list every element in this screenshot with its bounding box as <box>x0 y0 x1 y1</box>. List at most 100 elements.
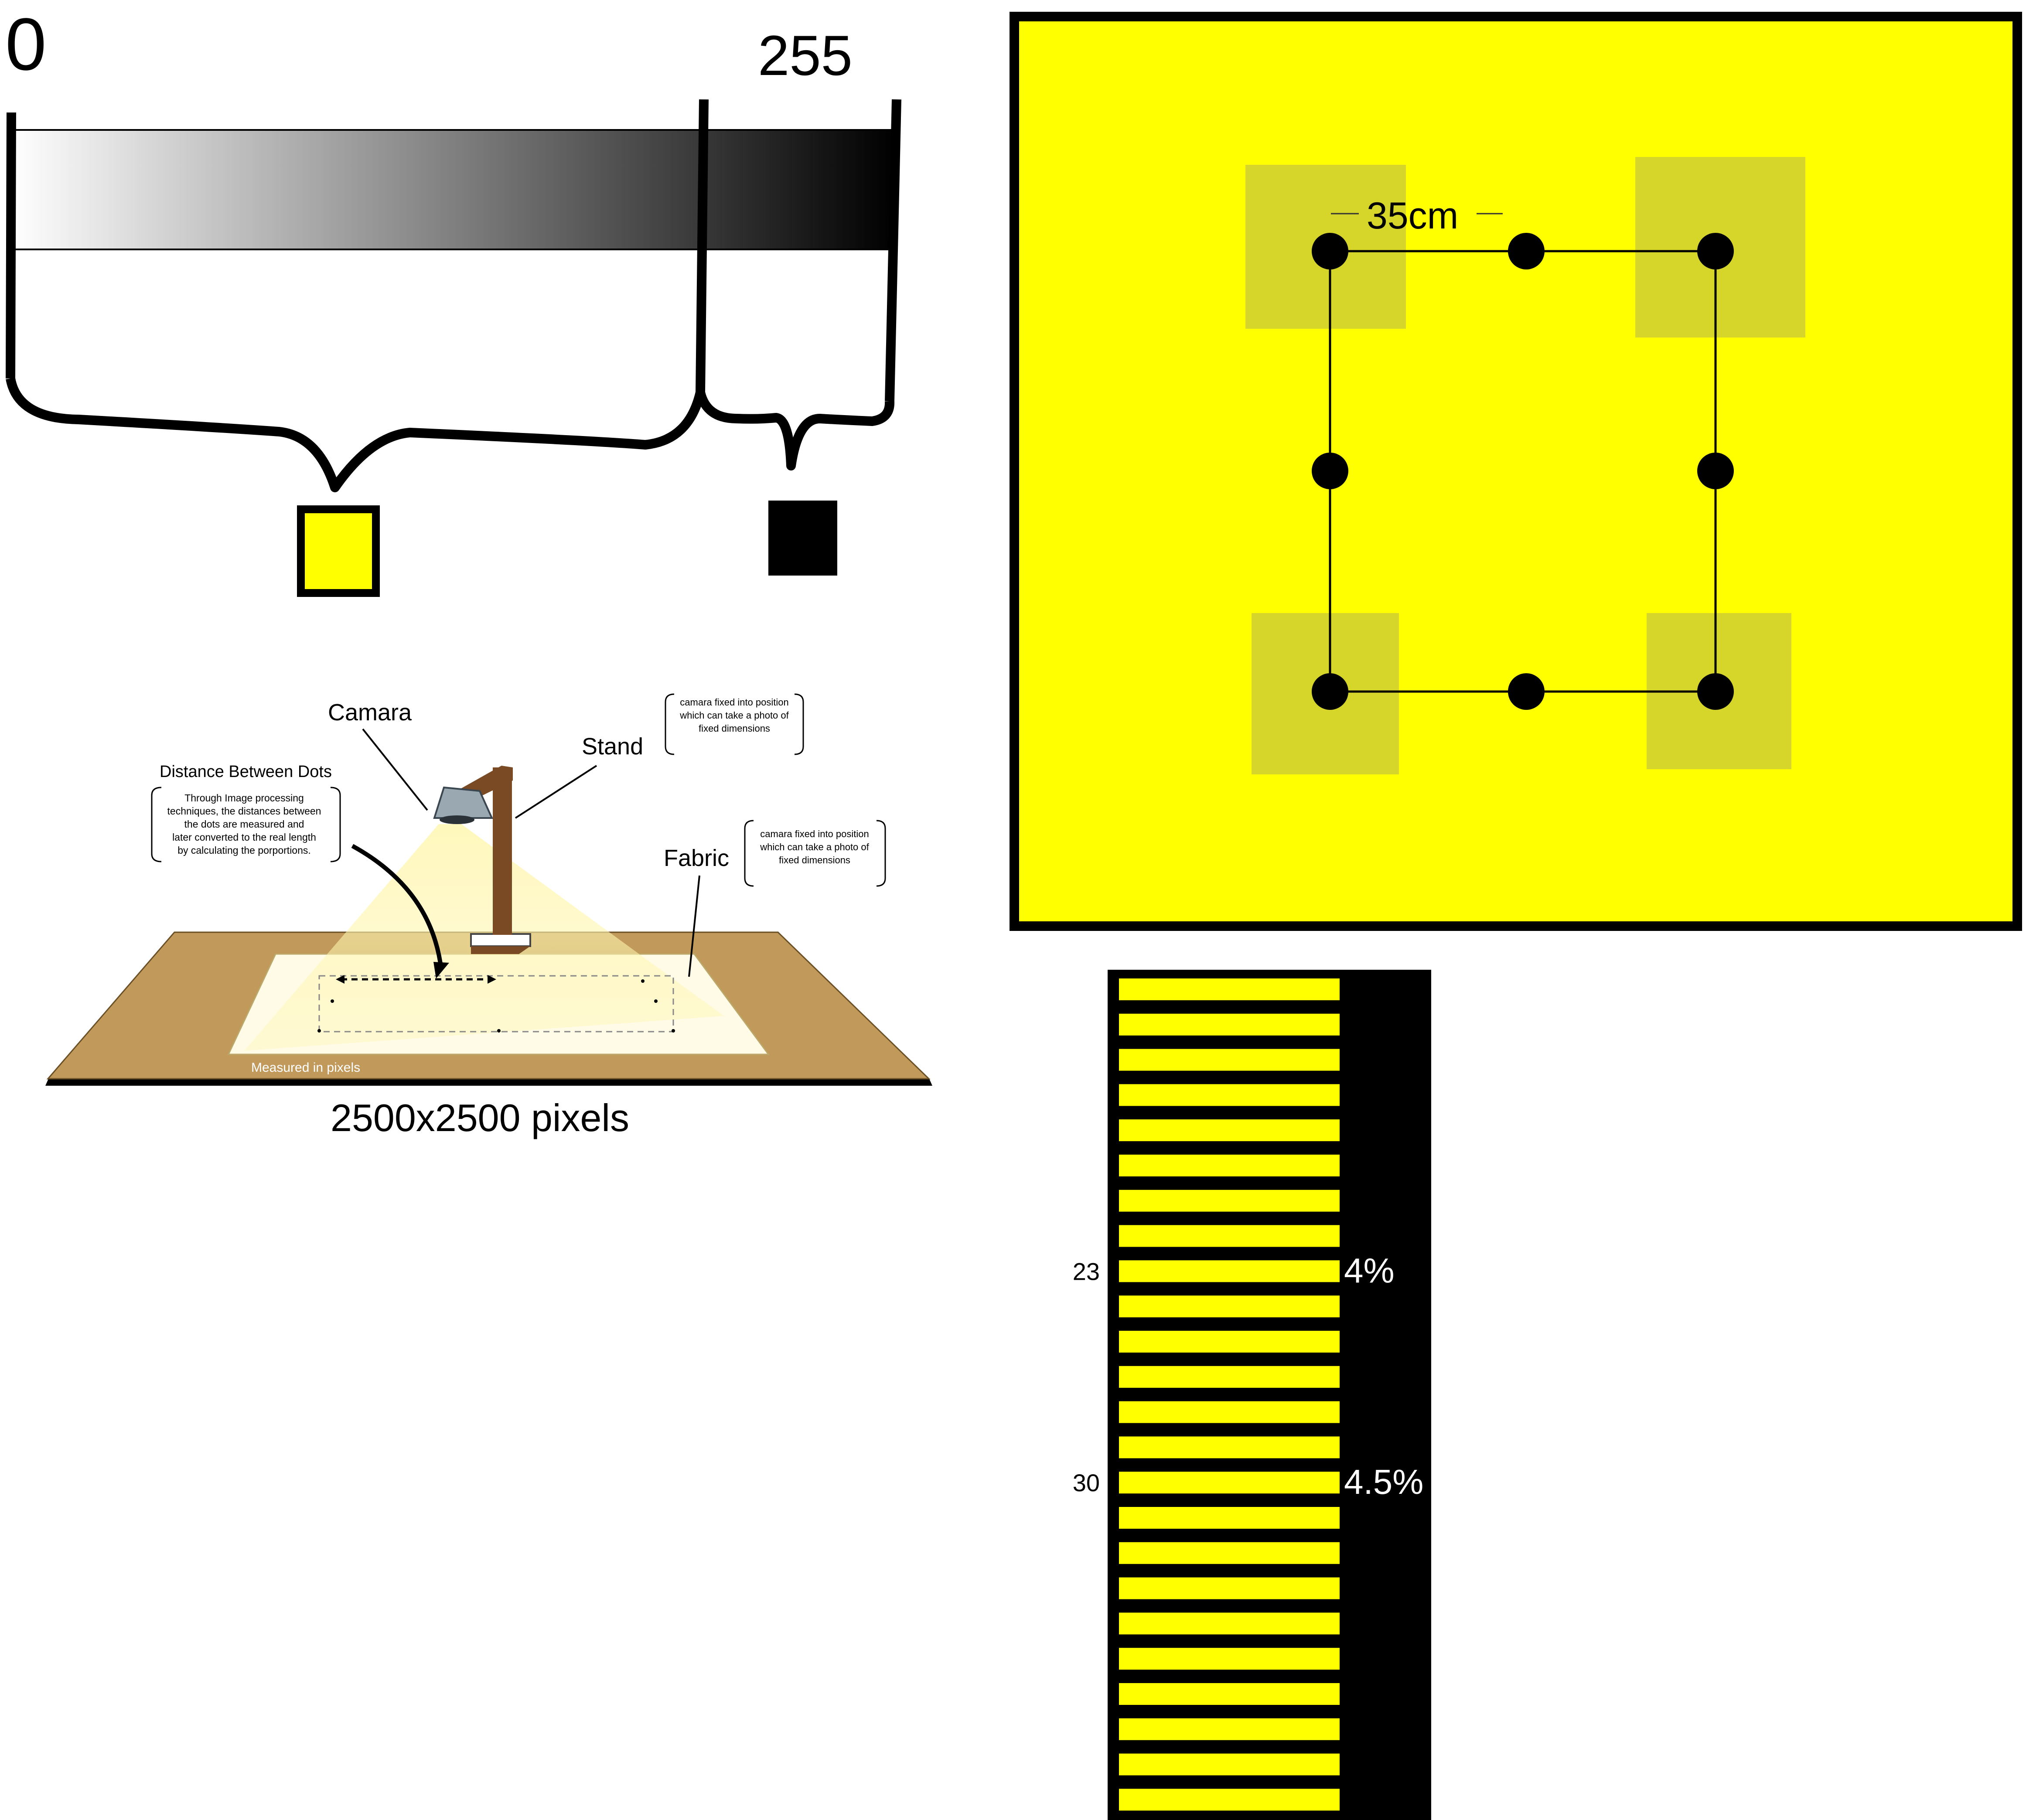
low-range-brace <box>6 377 705 492</box>
dot-grid-dots <box>317 979 675 1033</box>
distance-title: Distance Between Dots <box>160 763 332 781</box>
stand-label: Stand <box>582 733 643 760</box>
note-bracket-right <box>876 820 886 887</box>
measurement-dot <box>1697 453 1734 489</box>
high-range-brace <box>696 391 895 470</box>
distance-label: 35cm <box>1367 195 1458 237</box>
measurement-dots <box>1312 233 1734 710</box>
dot-pattern-panel: 35cm <box>1010 12 2022 931</box>
gradient-threshold-edge <box>696 99 709 393</box>
scale-stripe <box>1119 1507 1340 1529</box>
scale-stripe <box>1119 1295 1340 1318</box>
scale-stripe <box>1119 1753 1340 1776</box>
stand-leader-line <box>515 765 597 819</box>
scale-stripe <box>1119 1612 1340 1635</box>
scale-stripe <box>1119 1225 1340 1247</box>
dot-panel-background <box>1010 12 2022 931</box>
camera-setup-illustration: Camara Stand Fabric Distance Between Dot… <box>45 693 932 1139</box>
gradient-max-label: 255 <box>758 24 853 87</box>
distance-callout-arrow <box>351 844 443 970</box>
measurement-dot <box>1312 673 1348 710</box>
stripe-scale-background <box>1108 970 1431 1820</box>
distance-note-line: later converted to the real length <box>172 832 316 843</box>
distance-note-line: techniques, the distances between <box>167 805 321 817</box>
measurement-dot <box>1508 233 1545 269</box>
fabric-note: camara fixed into position which can tak… <box>744 820 886 887</box>
scale-stripe <box>1119 1789 1340 1811</box>
scale-stripe <box>1119 978 1340 1000</box>
distance-note-line: the dots are measured and <box>184 818 304 830</box>
note-bracket-left <box>151 787 162 862</box>
board-caption: Measured in pixels <box>251 1060 360 1075</box>
gradient-bar <box>10 129 897 250</box>
note-bracket-right <box>330 787 341 862</box>
distance-note-line: Through Image processing <box>184 792 304 804</box>
arrowhead-right <box>488 975 496 984</box>
fabric-note-line: which can take a photo of <box>760 842 869 852</box>
camera-head <box>433 786 494 819</box>
scale-stripe <box>1119 1084 1340 1106</box>
fabric-leader-line <box>688 875 700 977</box>
scale-stripe <box>1119 1155 1340 1176</box>
resolution-caption: 2500x2500 pixels <box>331 1096 629 1139</box>
stand-note-line: which can take a photo of <box>679 710 789 721</box>
scale-stripe <box>1119 1119 1340 1142</box>
board-shadow <box>45 1078 932 1086</box>
scale-stripe <box>1119 1013 1340 1036</box>
scale-stripe <box>1119 1436 1340 1459</box>
camera-label: Camara <box>328 699 412 726</box>
stand-pole <box>493 767 512 935</box>
grid-dot <box>641 979 645 983</box>
camera-leader-line <box>362 728 428 811</box>
low-range-swatch <box>297 505 380 597</box>
scale-stripe <box>1119 1577 1340 1599</box>
scale-stripe <box>1119 1648 1340 1670</box>
distance-callout-arrowhead <box>433 962 449 978</box>
measurement-dot <box>1312 453 1348 489</box>
fabric-label: Fabric <box>664 845 729 871</box>
grid-dot <box>317 1029 321 1033</box>
grid-dot <box>331 999 334 1003</box>
measurement-dot <box>1312 233 1348 269</box>
scale-stripe <box>1119 1189 1340 1212</box>
stand-note-line: fixed dimensions <box>699 723 770 734</box>
note-bracket-right <box>794 693 804 755</box>
scale-stripe <box>1119 1260 1340 1282</box>
arrowhead-left <box>336 975 344 984</box>
measurement-dot <box>1697 233 1734 269</box>
distance-note: Through Image processing techniques, the… <box>151 787 341 862</box>
scale-stripe <box>1119 1472 1340 1494</box>
stripe-list <box>1119 978 1340 1811</box>
scale-stripe <box>1119 1049 1340 1071</box>
distance-note-line: by calculating the porportions. <box>177 845 311 856</box>
gradient-scale: 0 255 <box>5 3 901 597</box>
measurement-dot <box>1697 673 1734 710</box>
stripe-percent-label: 4% <box>1344 1251 1395 1290</box>
gradient-right-edge <box>885 99 901 402</box>
scale-stripe <box>1119 1366 1340 1388</box>
stripe-percent-label: 4.5% <box>1344 1462 1423 1501</box>
high-range-swatch <box>768 501 837 576</box>
gradient-min-label: 0 <box>5 3 47 86</box>
stripe-scale: 23 4% 30 4.5% <box>1073 970 1431 1820</box>
dot-grid-outline <box>318 975 674 1033</box>
stand-note-line: camara fixed into position <box>680 697 788 708</box>
stripe-value-label: 23 <box>1073 1258 1100 1285</box>
grid-dot <box>672 1029 675 1033</box>
stand-base <box>470 933 531 947</box>
scale-stripe <box>1119 1718 1340 1740</box>
note-bracket-left <box>744 820 754 887</box>
stand-base-side <box>471 946 530 954</box>
stripe-value-label: 30 <box>1073 1469 1100 1496</box>
camera-lens <box>440 815 474 824</box>
measurement-dot <box>1508 673 1545 710</box>
fabric-note-line: fixed dimensions <box>779 855 850 866</box>
note-bracket-left <box>665 693 675 755</box>
fabric-note-line: camara fixed into position <box>760 828 869 839</box>
scale-stripe <box>1119 1542 1340 1564</box>
grid-dot <box>497 1029 501 1033</box>
scale-stripe <box>1119 1331 1340 1353</box>
gradient-left-edge <box>6 112 16 379</box>
grid-dot <box>654 999 658 1003</box>
